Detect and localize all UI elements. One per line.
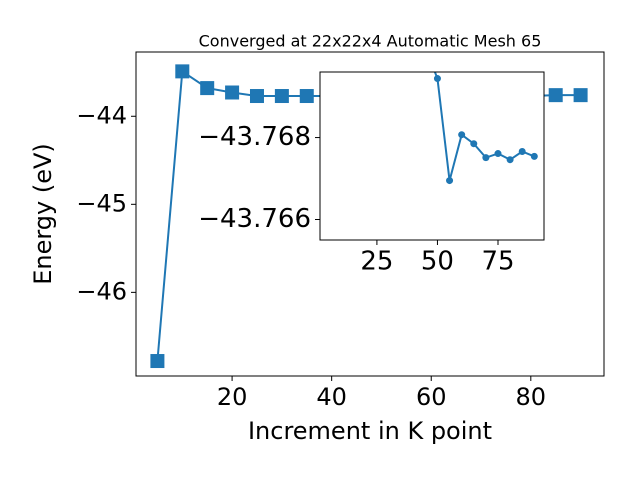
x-tick-label: 25 [360,247,393,277]
marker [482,154,490,162]
marker [299,89,314,104]
y-tick-label: −46 [76,277,127,305]
marker [530,152,538,160]
y-tick-label: −44 [76,101,127,129]
x-tick-label: 80 [516,383,547,411]
y-tick-label: −43.766 [198,204,311,234]
y-axis-label: Energy (eV) [29,143,57,285]
marker [225,85,240,100]
axes-frame [135,51,605,377]
marker [150,354,165,369]
chart-title: Converged at 22x22x4 Automatic Mesh 65 [199,32,542,51]
x-tick-label: 50 [421,247,454,277]
marker [433,75,441,83]
marker [274,89,289,104]
marker [200,81,215,96]
marker [548,88,563,103]
marker [410,11,417,18]
marker [470,140,478,148]
x-tick-label: 75 [481,247,514,277]
y-tick-label: −45 [76,189,127,217]
plot-area [410,11,538,185]
marker [573,88,588,103]
marker [506,156,514,164]
marker [458,131,466,139]
marker [175,64,190,79]
y-tick-label: −43.768 [198,122,311,152]
marker [494,150,502,158]
axes-frame [319,71,545,241]
x-tick-label: 60 [416,383,447,411]
x-axis-label: Increment in K point [248,417,492,445]
x-tick-label: 20 [217,383,248,411]
marker [249,89,264,104]
inset-background [320,72,544,240]
x-tick-label: 40 [316,383,347,411]
marker [446,177,454,185]
marker [518,147,526,155]
